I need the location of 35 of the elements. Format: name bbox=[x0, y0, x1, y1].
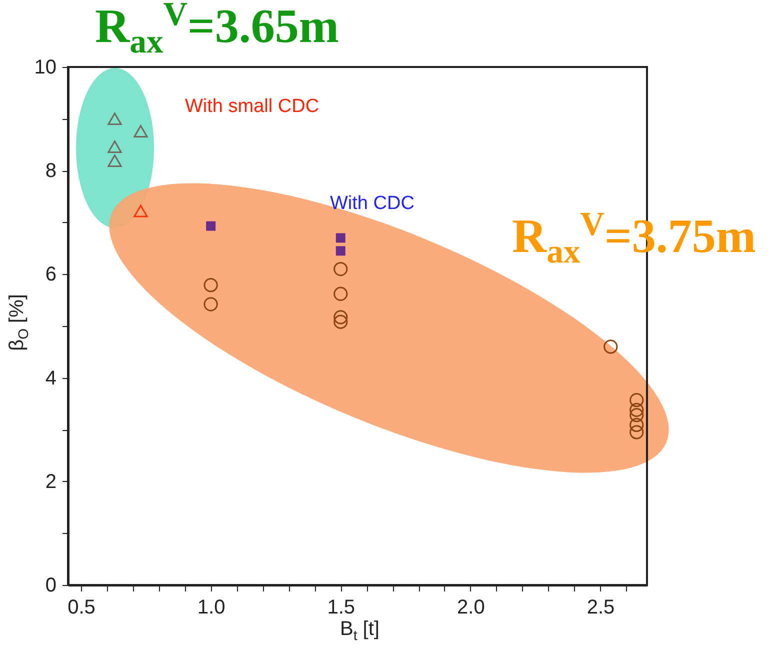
point bbox=[204, 297, 218, 312]
x-tick-label: 2.0 bbox=[457, 596, 485, 618]
x-tick-label: 1.5 bbox=[327, 596, 356, 618]
y-tick-label: 6 bbox=[45, 264, 56, 286]
point bbox=[336, 246, 346, 256]
point bbox=[630, 418, 644, 432]
point bbox=[204, 278, 218, 292]
point bbox=[334, 262, 348, 276]
point bbox=[334, 310, 348, 324]
y-tick-label: 8 bbox=[45, 160, 56, 182]
y-tick-label: 10 bbox=[34, 56, 56, 78]
x-tick-label: 1.0 bbox=[197, 596, 226, 618]
point bbox=[134, 204, 148, 218]
annotation: With small CDC bbox=[185, 96, 320, 118]
annotation: With CDC bbox=[330, 193, 414, 215]
y-tick-label: 0 bbox=[45, 574, 56, 596]
x-axis-title: B$_{t}$ [t] bbox=[340, 618, 380, 643]
y-tick-label: 2 bbox=[45, 470, 56, 493]
point bbox=[336, 233, 346, 243]
point bbox=[630, 393, 644, 408]
point bbox=[630, 402, 644, 417]
text: R$_{ax}$$^{V}$=3.65m bbox=[95, 0, 339, 62]
point bbox=[108, 154, 122, 167]
point bbox=[630, 408, 644, 422]
point bbox=[334, 286, 348, 301]
y-tick-label: 4 bbox=[45, 367, 56, 390]
point bbox=[108, 112, 122, 126]
point bbox=[630, 425, 644, 440]
point bbox=[108, 140, 122, 153]
point bbox=[206, 221, 216, 231]
point bbox=[604, 340, 618, 354]
point bbox=[334, 314, 348, 329]
x-tick-label: 2.5 bbox=[586, 596, 615, 618]
x-tick-label: 0.5 bbox=[68, 596, 96, 618]
point bbox=[134, 125, 148, 138]
